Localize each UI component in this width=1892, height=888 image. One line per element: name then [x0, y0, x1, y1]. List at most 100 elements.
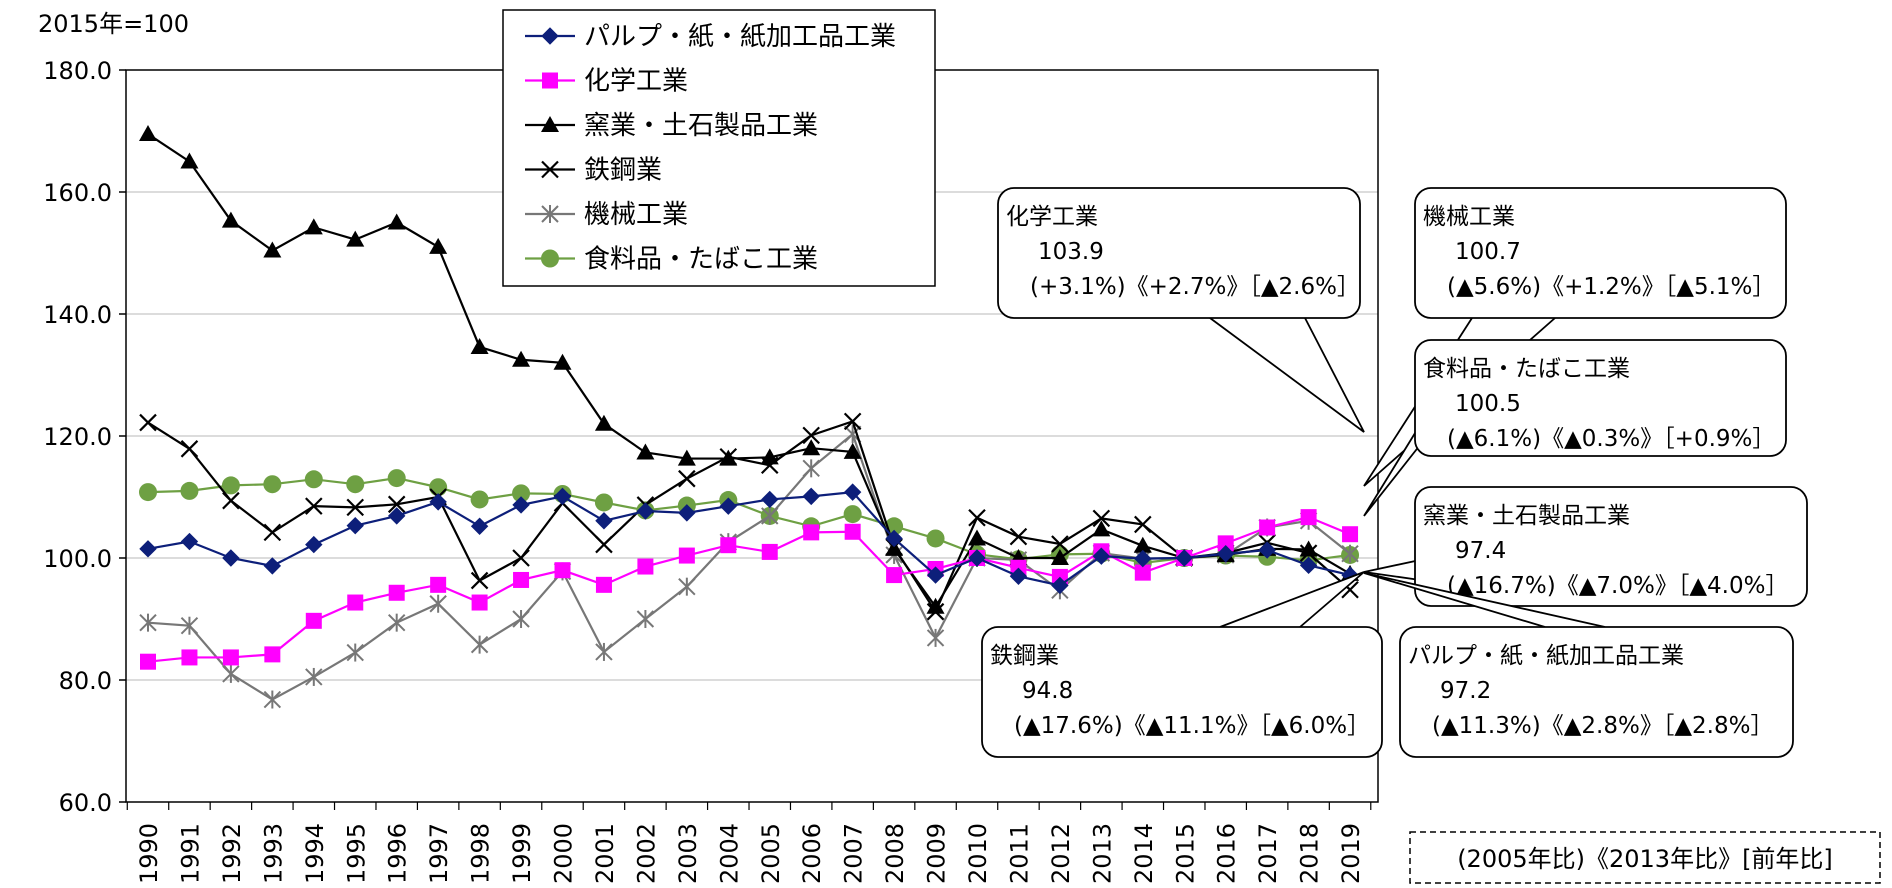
x-stroke	[180, 440, 199, 458]
data-point	[1217, 535, 1234, 552]
data-point	[595, 535, 613, 554]
data-point	[387, 495, 406, 514]
series-line	[147, 476, 1351, 564]
x-tick-label: 2004	[715, 823, 743, 884]
data-point	[802, 426, 820, 445]
x-stroke	[512, 549, 530, 567]
y-tick-label: 80.0	[59, 667, 112, 695]
data-point	[803, 524, 820, 541]
x-stroke	[1341, 580, 1359, 599]
data-point	[1051, 535, 1069, 553]
data-point	[387, 469, 406, 488]
data-point	[1175, 549, 1193, 567]
legend-marker	[541, 249, 559, 268]
data-point	[677, 449, 696, 466]
data-point	[719, 449, 738, 466]
data-point	[305, 535, 323, 554]
data-point	[926, 628, 945, 647]
data-point	[180, 152, 199, 169]
data-point	[387, 213, 406, 230]
callout-value: 97.2	[1440, 678, 1491, 704]
x-stroke	[678, 469, 696, 488]
data-point	[180, 481, 199, 500]
data-point	[1092, 509, 1111, 528]
data-point	[843, 442, 862, 459]
data-point	[761, 543, 778, 560]
series-3	[139, 412, 1359, 621]
callout-value: 100.7	[1455, 239, 1521, 265]
data-point	[429, 493, 447, 511]
data-point	[139, 540, 157, 558]
data-point	[1134, 515, 1152, 534]
series-1	[140, 509, 1359, 670]
data-point	[802, 459, 820, 478]
data-point	[139, 125, 157, 142]
data-point	[470, 517, 489, 535]
data-point	[637, 558, 654, 575]
data-point	[430, 576, 447, 593]
data-point	[180, 532, 199, 551]
legend-frame	[502, 9, 936, 287]
data-point	[761, 506, 779, 525]
data-point	[222, 549, 240, 567]
data-point	[346, 643, 364, 662]
callout-change: (▲16.7%)《▲7.0%》［▲4.0%］	[1447, 573, 1788, 599]
callout-box	[997, 187, 1361, 319]
callout-title: 窯業・土石製品工業	[1423, 503, 1630, 529]
data-point	[720, 537, 737, 554]
data-point	[263, 690, 282, 709]
x-tick-label: 2009	[923, 823, 951, 884]
data-point	[139, 483, 157, 502]
x-tick-label: 2018	[1296, 823, 1324, 884]
callout-title: 鉄鋼業	[990, 643, 1059, 669]
x-tick-label: 2000	[550, 823, 578, 884]
x-stroke	[1051, 535, 1069, 553]
x-stroke	[1009, 527, 1028, 546]
callout-box	[981, 626, 1383, 758]
series-line	[147, 133, 1351, 609]
data-point	[595, 576, 612, 593]
data-point	[429, 237, 448, 254]
x-tick-label: 2014	[1130, 823, 1158, 884]
data-point	[429, 594, 447, 613]
callout-change: (▲5.6%)《+1.2%》［▲5.1%］	[1447, 274, 1775, 300]
data-point	[387, 507, 406, 525]
callout-change: (+3.1%)《+2.7%》［▲2.6%］	[1030, 274, 1360, 300]
x-tick-label: 2001	[591, 823, 619, 884]
x-stroke	[305, 497, 323, 515]
data-point	[139, 413, 157, 432]
x-tick-label: 2008	[881, 823, 909, 884]
data-point	[263, 557, 282, 575]
callout: 窯業・土石製品工業 97.4 (▲16.7%)《▲7.0%》［▲4.0%］	[1363, 486, 1808, 607]
data-point	[305, 612, 322, 629]
data-point	[926, 529, 945, 548]
data-point	[843, 505, 862, 524]
data-point	[222, 491, 240, 510]
data-point	[140, 653, 156, 670]
series-0	[139, 483, 1359, 595]
x-tick-label: 1992	[218, 823, 246, 884]
callouts: 化学工業 103.9 (+3.1%)《+2.7%》［▲2.6%］ 機械工業 100.7 (…	[981, 187, 1808, 758]
callout-box	[1414, 187, 1787, 319]
data-point	[595, 512, 613, 530]
data-point	[139, 613, 157, 632]
data-point	[843, 483, 862, 501]
callout: パルプ・紙・紙加工品工業 97.2 (▲11.3%)《▲2.8%》［▲2.8%］	[1363, 572, 1794, 758]
data-point	[1259, 519, 1276, 536]
data-point	[844, 523, 861, 540]
note-box-frame	[1409, 831, 1881, 884]
data-point	[1341, 544, 1359, 563]
data-point	[512, 350, 531, 367]
callout-value: 97.4	[1455, 538, 1506, 564]
x-tick-label: 1996	[384, 823, 412, 884]
data-point	[553, 487, 572, 506]
x-tick-label: 1994	[301, 823, 329, 884]
data-point	[512, 484, 531, 503]
data-point	[305, 497, 323, 515]
y-tick-label: 120.0	[43, 423, 112, 451]
x-tick-label: 2010	[964, 823, 992, 884]
data-point	[968, 508, 986, 527]
data-point	[221, 476, 240, 495]
callout-change: (▲11.3%)《▲2.8%》［▲2.8%］	[1432, 713, 1773, 739]
x-stroke	[968, 508, 986, 527]
